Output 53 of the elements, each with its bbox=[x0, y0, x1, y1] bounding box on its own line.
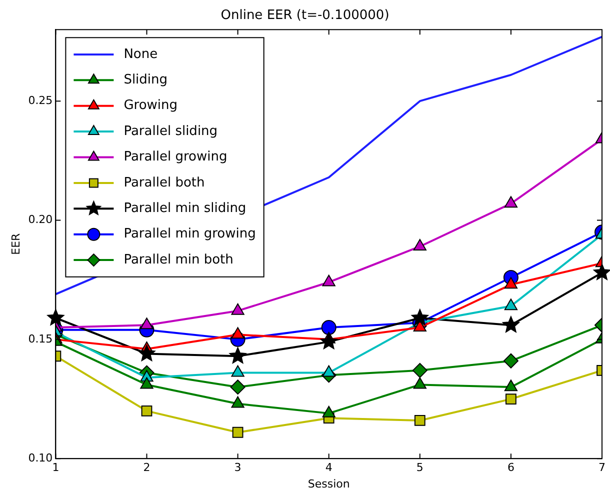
point bbox=[322, 406, 336, 418]
y-axis-title: EER bbox=[9, 232, 22, 255]
y-tick-label: 0.25 bbox=[28, 94, 53, 107]
point bbox=[412, 362, 428, 378]
point bbox=[320, 332, 338, 350]
x-tick-label: 2 bbox=[143, 461, 150, 474]
point bbox=[231, 303, 244, 315]
x-tick-label: 1 bbox=[52, 461, 60, 474]
point bbox=[413, 377, 426, 389]
point bbox=[231, 327, 244, 339]
y-tick-label: 0.15 bbox=[28, 332, 53, 346]
point bbox=[414, 415, 426, 426]
x-tick-label: 4 bbox=[325, 461, 332, 474]
point bbox=[504, 298, 518, 310]
point bbox=[232, 426, 244, 438]
point bbox=[230, 380, 246, 395]
point bbox=[138, 344, 156, 362]
point bbox=[231, 396, 244, 408]
point bbox=[322, 274, 336, 286]
point bbox=[413, 238, 426, 250]
point bbox=[594, 264, 610, 280]
point bbox=[411, 309, 428, 326]
y-tick-label: 0.10 bbox=[28, 451, 53, 464]
point bbox=[504, 196, 518, 208]
x-tick-label: 3 bbox=[234, 461, 242, 474]
point bbox=[140, 377, 154, 389]
chart-title: Online EER (t=-0.100000) bbox=[220, 8, 390, 24]
point bbox=[322, 365, 336, 377]
point bbox=[321, 320, 336, 336]
point bbox=[504, 380, 518, 392]
point bbox=[503, 353, 518, 368]
point bbox=[140, 318, 154, 330]
x-tick-label: 7 bbox=[598, 461, 606, 474]
y-tick-label: 0.20 bbox=[28, 213, 53, 226]
legend-label: Parallel growing bbox=[124, 150, 228, 165]
legend-label: Parallel min growing bbox=[124, 226, 256, 242]
point bbox=[231, 365, 244, 377]
x-axis-title: Session bbox=[308, 477, 350, 490]
x-tick-label: 5 bbox=[416, 461, 424, 474]
legend-label: Parallel sliding bbox=[124, 124, 218, 139]
point bbox=[504, 277, 518, 289]
legend-label: Parallel min sliding bbox=[124, 201, 246, 216]
legend-label: Parallel min both bbox=[124, 252, 234, 268]
legend-label: Sliding bbox=[124, 72, 168, 88]
point bbox=[141, 405, 152, 416]
point bbox=[47, 309, 64, 326]
x-tick-label: 6 bbox=[507, 461, 514, 474]
legend-label: None bbox=[124, 46, 158, 62]
point bbox=[502, 316, 520, 332]
point bbox=[506, 394, 516, 404]
point bbox=[229, 347, 246, 364]
legend-label: Growing bbox=[124, 98, 178, 114]
legend-label: Parallel both bbox=[124, 175, 205, 190]
